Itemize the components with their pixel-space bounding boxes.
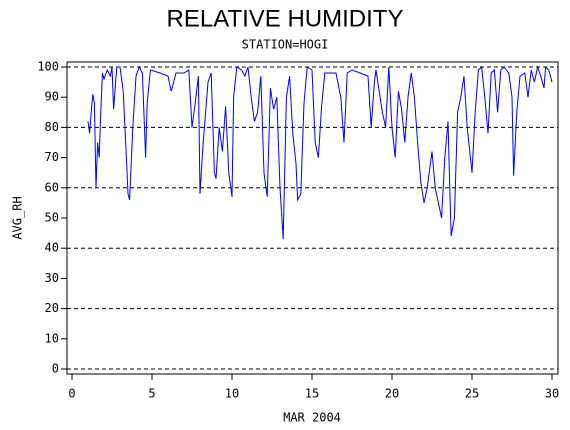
y-tick-label: 100 [37, 60, 59, 74]
chart-subtitle: STATION=HOGI [242, 38, 329, 52]
y-tick-label: 10 [45, 331, 59, 345]
x-axis-label: MAR 2004 [283, 411, 341, 425]
y-tick-label: 80 [45, 120, 59, 134]
x-tick-label: 15 [305, 387, 319, 401]
y-tick-label: 30 [45, 271, 59, 285]
y-tick-label: 0 [52, 362, 59, 376]
chart-title: RELATIVE HUMIDITY [167, 5, 404, 32]
x-tick-label: 30 [545, 387, 559, 401]
y-tick-label: 50 [45, 211, 59, 225]
y-tick-label: 20 [45, 301, 59, 315]
x-tick-label: 25 [465, 387, 479, 401]
data-line [87, 65, 553, 240]
x-tick-label: 0 [68, 387, 75, 401]
x-tick-label: 10 [225, 387, 239, 401]
y-tick-label: 70 [45, 150, 59, 164]
x-tick-label: 20 [385, 387, 399, 401]
y-tick-label: 90 [45, 90, 59, 104]
plot-frame [66, 61, 559, 375]
y-tick-label: 60 [45, 180, 59, 194]
y-axis-label: AVG_RH [11, 196, 25, 239]
x-tick-label: 5 [148, 387, 155, 401]
y-tick-label: 40 [45, 241, 59, 255]
